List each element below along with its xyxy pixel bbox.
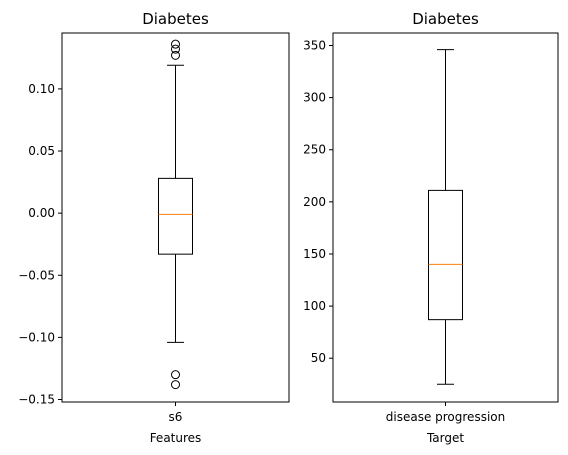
- x-tick-label: s6: [169, 410, 183, 424]
- y-axis-ticks: −0.15 −0.10 −0.05 0.00 0.05 0.10: [18, 82, 62, 407]
- subplot-target: Diabetes Target 50 100 150 200 250 300 350 dis…: [303, 10, 559, 445]
- outlier-point: [171, 370, 180, 380]
- x-tick-label: disease progression: [386, 410, 505, 424]
- y-tick-label: 250: [303, 143, 326, 157]
- outlier-point: [171, 39, 180, 49]
- y-tick-label: −0.05: [18, 268, 55, 282]
- y-tick-label: 350: [303, 39, 326, 53]
- x-axis-label: Target: [426, 431, 464, 445]
- outlier-point: [171, 50, 180, 60]
- y-tick-label: −0.10: [18, 330, 55, 344]
- y-axis-ticks: 50 100 150 200 250 300 350: [303, 39, 333, 365]
- x-axis-ticks: disease progression: [386, 402, 505, 424]
- y-tick-label: 200: [303, 195, 326, 209]
- chart-title: Diabetes: [142, 10, 209, 28]
- iqr-box: [428, 189, 463, 321]
- subplot-features: Diabetes Features −0.15 −0.10 −0.05 0.00 0.0…: [18, 10, 290, 445]
- x-axis-ticks: s6: [169, 402, 183, 424]
- y-tick-label: 0.00: [28, 206, 55, 220]
- y-tick-label: 0.05: [28, 144, 55, 158]
- y-tick-label: 150: [303, 247, 326, 261]
- y-tick-label: −0.15: [18, 393, 55, 407]
- y-tick-label: 0.10: [28, 82, 55, 96]
- box-group: [428, 49, 463, 385]
- x-axis-label: Features: [150, 431, 202, 445]
- iqr-box: [158, 177, 193, 255]
- outlier-point: [171, 44, 180, 54]
- outlier-point: [171, 380, 180, 390]
- box-group: [158, 39, 193, 390]
- y-tick-label: 100: [303, 299, 326, 313]
- chart-title: Diabetes: [412, 10, 479, 28]
- y-tick-label: 300: [303, 91, 326, 105]
- y-tick-label: 50: [311, 351, 326, 365]
